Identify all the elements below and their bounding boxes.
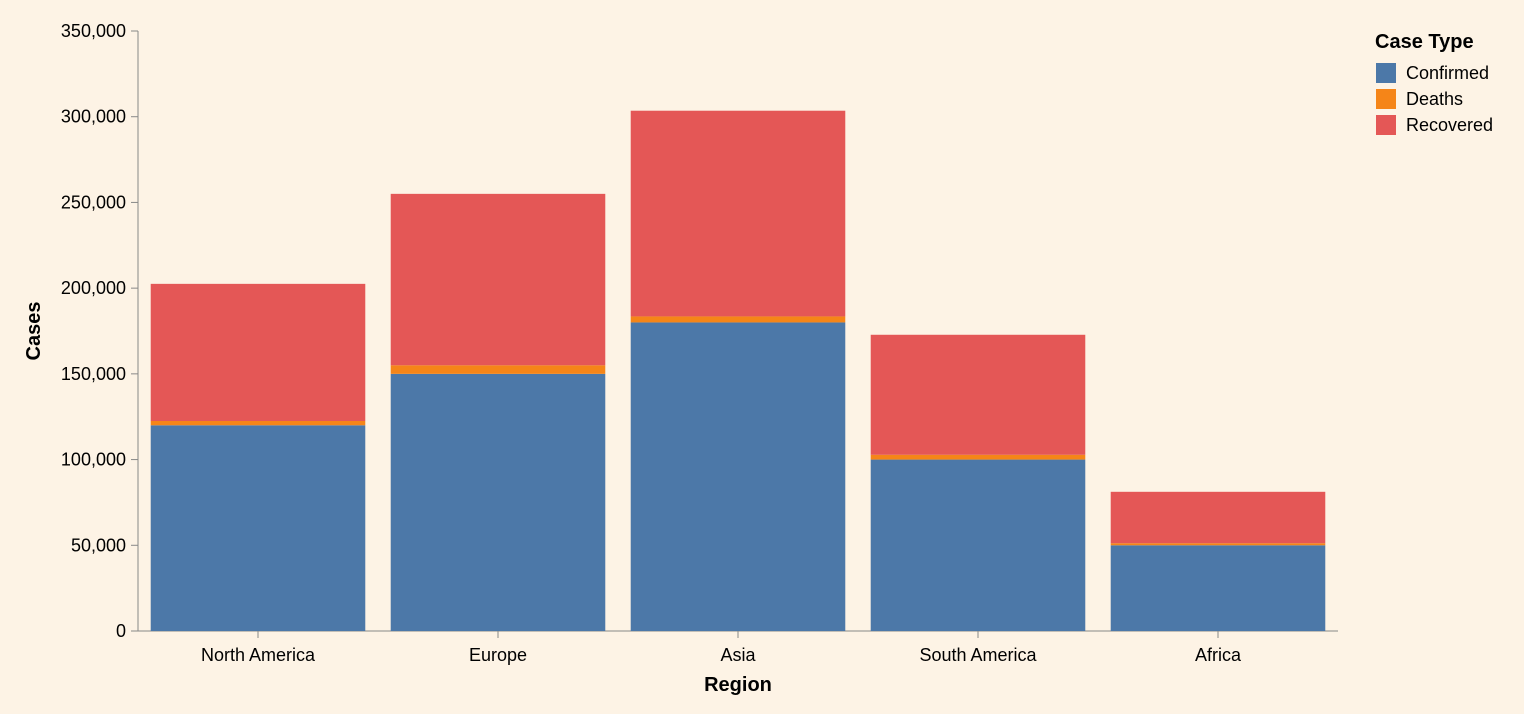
- y-tick-label: 350,000: [61, 21, 126, 41]
- x-tick-label: North America: [201, 645, 316, 665]
- y-tick-label: 150,000: [61, 364, 126, 384]
- legend-title: Case Type: [1375, 31, 1474, 53]
- bar-deaths-africa: [1110, 543, 1326, 546]
- y-axis-title: Cases: [23, 302, 45, 361]
- x-tick-label: South America: [919, 645, 1037, 665]
- bar-deaths-south-america: [870, 454, 1086, 460]
- bar-confirmed-south-america: [870, 459, 1086, 631]
- x-tick-label: Europe: [469, 645, 527, 665]
- bars: [150, 110, 1326, 631]
- y-axis: 0 50,000 100,000 150,000 200,000 250,000 300,0…: [61, 21, 139, 641]
- legend-label-recovered: Recovered: [1406, 115, 1493, 135]
- x-axis: North America Europe Asia South America Afri…: [138, 630, 1338, 665]
- bar-recovered-north-america: [150, 283, 366, 421]
- y-tick-label: 100,000: [61, 450, 126, 470]
- y-tick-label: 50,000: [71, 535, 126, 555]
- legend-swatch-recovered: [1376, 115, 1396, 135]
- legend-swatch-confirmed: [1376, 63, 1396, 83]
- bar-deaths-north-america: [150, 421, 366, 426]
- legend: Case Type Confirmed Deaths Recovered: [1375, 31, 1493, 135]
- y-tick-label: 200,000: [61, 278, 126, 298]
- legend-label-confirmed: Confirmed: [1406, 63, 1489, 83]
- bar-confirmed-europe: [390, 373, 606, 631]
- bar-confirmed-north-america: [150, 425, 366, 631]
- legend-label-deaths: Deaths: [1406, 89, 1463, 109]
- bar-confirmed-africa: [1110, 545, 1326, 631]
- bar-deaths-europe: [390, 365, 606, 374]
- y-tick-label: 250,000: [61, 192, 126, 212]
- bar-recovered-south-america: [870, 334, 1086, 455]
- x-tick-label: Asia: [720, 645, 756, 665]
- legend-swatch-deaths: [1376, 89, 1396, 109]
- bar-recovered-europe: [390, 193, 606, 366]
- y-tick-label: 300,000: [61, 107, 126, 127]
- bar-recovered-africa: [1110, 491, 1326, 544]
- x-axis-title: Region: [704, 674, 772, 696]
- bar-recovered-asia: [630, 110, 846, 317]
- bar-confirmed-asia: [630, 322, 846, 631]
- y-tick-label: 0: [116, 621, 126, 641]
- bar-deaths-asia: [630, 316, 846, 323]
- x-tick-label: Africa: [1195, 645, 1242, 665]
